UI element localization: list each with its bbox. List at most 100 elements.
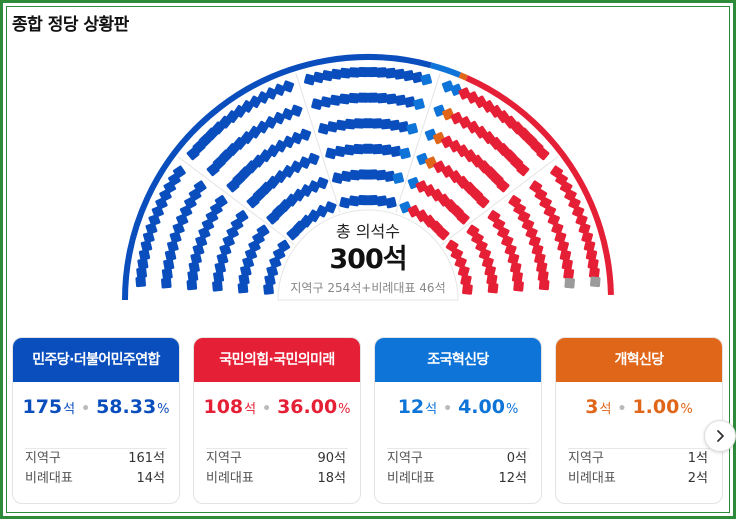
seat-mark [264, 274, 276, 286]
separator-dot: • [443, 401, 453, 417]
seat-unit: 석 [244, 402, 257, 417]
seat-mark [395, 94, 407, 106]
seat-mark [324, 201, 337, 214]
seat-mark [161, 268, 173, 280]
district-row: 지역구 1석 [556, 449, 722, 469]
seat-mark [344, 118, 356, 130]
proportional-row: 비례대표 18석 [194, 469, 360, 489]
seat-mark [348, 195, 360, 207]
seat-mark [326, 121, 339, 133]
seat-mark [318, 123, 330, 135]
district-row: 지역구 161석 [13, 449, 179, 469]
seat-mark [164, 249, 177, 262]
seat-mark [163, 259, 175, 271]
seat-mark [367, 169, 378, 180]
seat-mark [214, 195, 228, 208]
party-card-ppp[interactable]: 국민의힘·국민의미래 108석 • 36.00% 지역구 90석 비례대표 18석 [193, 337, 361, 504]
seat-mark [299, 128, 312, 141]
seat-mark [390, 145, 402, 157]
seat-mark [575, 214, 588, 227]
seat-mark [312, 71, 325, 84]
seat-mark [282, 80, 295, 93]
seat-mark [578, 222, 591, 235]
seat-mark [507, 252, 520, 265]
seat-mark [235, 210, 249, 223]
chevron-right-icon [717, 430, 724, 442]
board-frame-inner [6, 6, 730, 513]
district-label: 지역구 [568, 451, 604, 466]
seat-percent: 58.33 [96, 396, 157, 418]
seat-mark [240, 265, 252, 277]
district-label: 지역구 [387, 451, 423, 466]
seat-mark [487, 282, 499, 294]
seat-mark [554, 231, 567, 244]
party-stats: 3석 • 1.00% [556, 396, 722, 440]
party-card-democratic[interactable]: 민주당·더불어민주연합 175석 • 58.33% 지역구 161석 비례대표 14석 [12, 337, 180, 504]
seat-count: 108 [203, 396, 244, 418]
seat-mark [371, 118, 383, 129]
party-card-rebuilding[interactable]: 조국혁신당 12석 • 4.00% 지역구 0석 비례대표 12석 [374, 337, 542, 504]
party-band-segment [465, 75, 614, 295]
seat-mark [590, 276, 601, 288]
seat-mark [161, 277, 172, 289]
seat-mark [329, 94, 341, 106]
percent-unit: % [338, 402, 351, 417]
card-divider [25, 448, 167, 449]
card-divider [387, 448, 529, 449]
seat-mark [536, 261, 548, 273]
seat-mark [349, 67, 360, 78]
seat-mark [538, 279, 550, 291]
seat-mark [367, 66, 378, 78]
seat-mark [349, 169, 361, 181]
district-row: 지역구 0석 [375, 449, 541, 469]
seat-mark [528, 235, 541, 248]
seat-breakdown: 지역구 254석+비례대표 46석 [290, 281, 446, 295]
proportional-row: 비례대표 14석 [13, 469, 179, 489]
seat-unit: 석 [425, 402, 438, 417]
seat-mark [476, 195, 490, 209]
seat-percent: 36.00 [277, 396, 338, 418]
seat-mark [213, 271, 225, 283]
seat-mark [237, 282, 249, 294]
seat-mark [340, 170, 352, 182]
wedge-separator [441, 156, 559, 245]
seat-mark [266, 265, 279, 278]
seat-mark [557, 240, 569, 253]
seat-mark [367, 92, 378, 103]
seat-mark [563, 268, 575, 280]
seat-mark [343, 144, 355, 156]
party-band-segment [122, 54, 432, 301]
card-divider [206, 448, 348, 449]
seat-mark [307, 152, 320, 166]
wedge-separator [177, 156, 295, 245]
seat-mark [290, 104, 303, 117]
seat-mark [321, 70, 334, 82]
center-area [277, 209, 459, 301]
seat-mark [145, 222, 158, 235]
seat-mark [380, 118, 392, 130]
party-card-reform[interactable]: 개혁신당 3석 • 1.00% 지역구 1석 비례대표 2석 [555, 337, 723, 504]
seat-mark [394, 68, 406, 80]
separator-dot: • [81, 401, 91, 417]
seat-mark [142, 231, 155, 244]
seat-mark [320, 96, 332, 108]
seat-percent: 1.00 [632, 396, 680, 418]
seat-mark [510, 262, 522, 274]
seat-mark [376, 92, 388, 104]
seat-mark [511, 271, 523, 283]
parliament-chart [122, 54, 614, 301]
seat-mark [375, 169, 387, 181]
seat-mark [385, 67, 396, 79]
seat-mark [169, 231, 182, 244]
seat-mark [513, 280, 524, 292]
page-title: 종합 정당 상황판 [12, 15, 129, 35]
district-value: 0석 [506, 451, 527, 466]
seat-mark [358, 169, 369, 180]
next-button[interactable] [704, 420, 736, 452]
seat-mark [561, 259, 573, 271]
separator-dot: • [617, 401, 627, 417]
seat-mark [339, 196, 351, 209]
seat-mark [358, 92, 369, 103]
seat-mark [138, 249, 151, 261]
proportional-row: 비례대표 2석 [556, 469, 722, 489]
